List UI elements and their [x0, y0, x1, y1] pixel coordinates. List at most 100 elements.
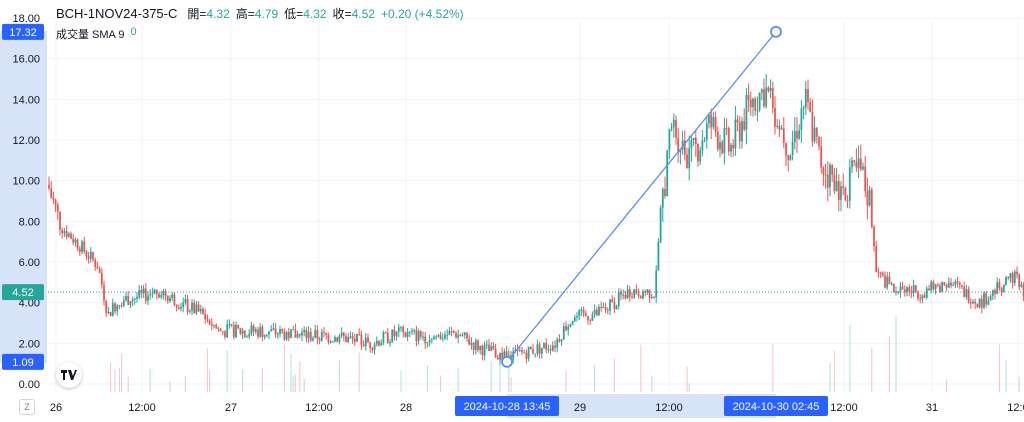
price-axis[interactable]: 0.00 2.00 4.00 6.00 8.00 10.00 12.00 14.00 16.00… — [0, 0, 47, 392]
candle-body — [637, 293, 640, 297]
candle-body — [356, 333, 358, 342]
candle-body — [206, 319, 209, 321]
candle-body — [1007, 277, 1010, 279]
candle-body — [906, 287, 908, 293]
candle-body — [111, 303, 114, 316]
candle-body — [109, 312, 112, 316]
low-value: 4.32 — [303, 7, 327, 21]
price-tick-label: 8.00 — [19, 216, 40, 228]
candle-body — [646, 289, 649, 293]
tradingview-logo-icon[interactable] — [56, 362, 82, 388]
candle-body — [219, 328, 222, 332]
volume-bar — [400, 370, 402, 392]
candle-body — [446, 334, 449, 336]
candle-body — [679, 149, 682, 153]
candle-body — [672, 119, 675, 127]
candle-body — [826, 174, 829, 188]
trend-line-drawing[interactable] — [501, 25, 782, 368]
candle-body — [470, 342, 473, 345]
candle-body — [395, 331, 398, 337]
candle-body — [331, 341, 334, 343]
price-tick-label: 14.00 — [12, 94, 40, 106]
candle-body — [228, 324, 231, 326]
candle-body — [50, 188, 53, 198]
candle-body — [666, 150, 669, 197]
indicator-name[interactable]: 成交量 SMA 9 — [56, 29, 125, 41]
symbol-name[interactable]: BCH-1NOV24-375-C — [56, 6, 178, 21]
candle-body — [945, 284, 948, 288]
candle-body — [809, 102, 812, 113]
candle-body — [571, 321, 574, 325]
candle-body — [560, 339, 563, 342]
candle-body — [48, 184, 50, 189]
candle-body — [358, 333, 361, 335]
candle-body — [578, 310, 581, 317]
candle-body — [371, 348, 374, 350]
candle-body — [241, 330, 244, 334]
volume-bar — [833, 350, 835, 392]
candle-body — [648, 289, 651, 298]
candle-body — [422, 336, 424, 338]
candle-body — [628, 289, 631, 297]
time-tick-label: 12:00 — [305, 402, 333, 414]
candle-body — [281, 328, 284, 332]
candle-body — [158, 294, 160, 298]
candle-body — [1013, 271, 1016, 284]
candle-body — [688, 148, 691, 169]
volume-bar — [849, 324, 851, 392]
candle-body — [780, 128, 783, 130]
candle-body — [987, 300, 990, 305]
candle-body — [353, 338, 356, 342]
candle-body — [947, 282, 950, 288]
volume-bar — [338, 359, 340, 392]
candle-body — [593, 309, 596, 315]
chart-grid — [48, 17, 1024, 392]
candle-body — [716, 131, 719, 150]
candle-body — [307, 331, 310, 339]
close-value: 4.52 — [351, 7, 375, 21]
indicator-legend[interactable]: 成交量 SMA 9 0 — [56, 26, 137, 42]
candle-body — [314, 329, 317, 339]
volume-bar — [114, 369, 116, 392]
candle-body — [925, 288, 928, 298]
candle-body — [276, 334, 279, 336]
candle-body — [380, 342, 383, 346]
candle-body — [292, 329, 295, 331]
candle-body — [760, 89, 763, 93]
candle-body — [349, 336, 352, 338]
candle-body — [846, 200, 849, 202]
candle-body — [738, 122, 741, 142]
candle-body — [301, 332, 303, 336]
candle-body — [386, 332, 389, 344]
candle-body — [433, 336, 435, 340]
candle-body — [441, 338, 444, 340]
candle-body — [338, 335, 341, 342]
candle-body — [657, 242, 660, 271]
candle-body — [199, 308, 202, 312]
time-label: 2024-10-30 02:45 — [733, 401, 820, 413]
candle-body — [191, 302, 193, 311]
time-tick-label: 27 — [225, 402, 237, 414]
candle-body — [639, 296, 642, 299]
candle-body — [758, 92, 761, 111]
zoom-reset-button[interactable]: Z — [19, 399, 35, 415]
price-label: 4.52 — [12, 287, 33, 299]
candle-body — [741, 121, 743, 142]
candle-body — [325, 332, 328, 336]
candle-body — [72, 238, 75, 243]
candle-body — [978, 298, 981, 308]
volume-bar — [118, 367, 120, 392]
price-tick-label: 0.00 — [19, 379, 40, 391]
candle-body — [694, 137, 697, 144]
candle-body — [565, 326, 567, 330]
candle-body — [1005, 277, 1007, 285]
candle-body — [160, 295, 163, 298]
time-axis[interactable]: 26 12:00 27 12:00 28 29 12:00 12:00 31 12:0 2024-1… — [48, 392, 1024, 422]
volume-bar — [565, 370, 567, 392]
candle-body — [129, 301, 132, 305]
candle-body — [908, 287, 911, 292]
candle-body — [393, 329, 396, 337]
candle-body — [149, 294, 152, 296]
candle-body — [479, 345, 482, 351]
